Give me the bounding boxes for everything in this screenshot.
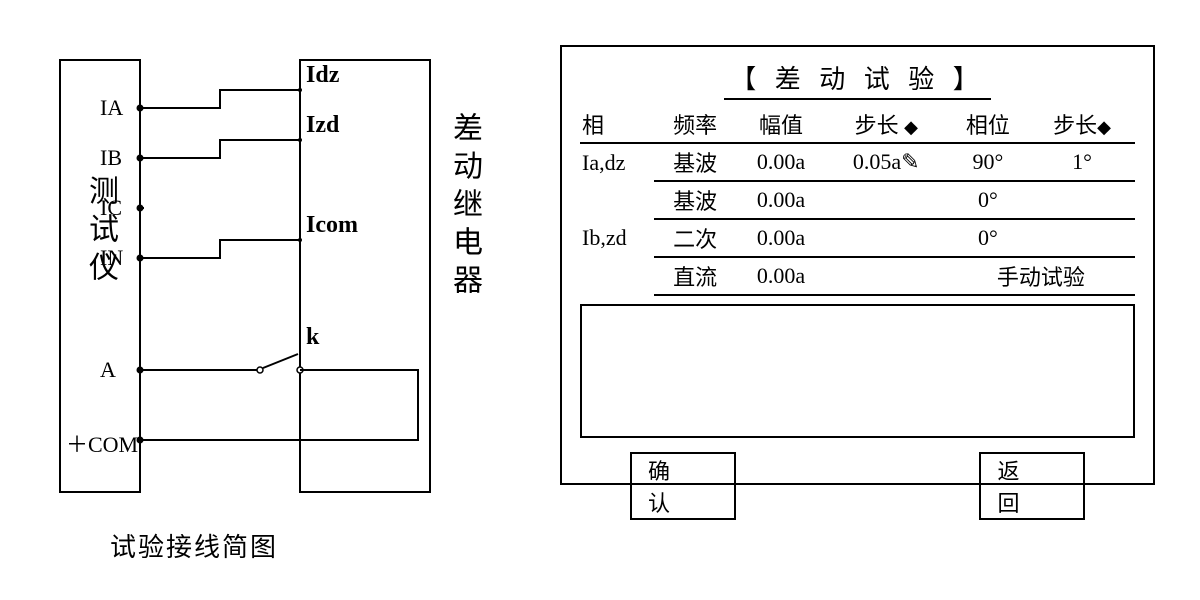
- wire-label-k: k: [306, 324, 319, 351]
- parameter-table: 相频率幅值步长 ◆相位步长◆ Ia,dz基波0.00a0.05a✎90°1°基波…: [580, 106, 1135, 296]
- col-header: 幅值: [736, 106, 826, 143]
- confirm-button[interactable]: 确 认: [630, 452, 736, 520]
- terminal-IA: IA: [100, 95, 123, 121]
- screen-title: 【 差 动 试 验 】: [724, 59, 991, 100]
- col-header: 步长 ◆: [826, 106, 947, 143]
- table-row: Ib,zd二次0.00a0°: [580, 219, 1135, 257]
- terminal-IN: IN: [100, 245, 123, 271]
- wire-label-Icom: Icom: [306, 212, 358, 239]
- log-box: [580, 304, 1135, 438]
- terminal-IC: IC: [100, 195, 122, 221]
- table-row: 直流0.00a手动试验: [580, 257, 1135, 295]
- bell-icon: ✎: [901, 149, 919, 174]
- table-row: 基波0.00a0°: [580, 181, 1135, 219]
- terminal-IB: IB: [100, 145, 122, 171]
- terminal-A: A: [100, 357, 116, 383]
- col-header: 频率: [654, 106, 736, 143]
- col-header: 相位: [947, 106, 1029, 143]
- table-row: Ia,dz基波0.00a0.05a✎90°1°: [580, 143, 1135, 181]
- back-button[interactable]: 返 回: [979, 452, 1085, 520]
- diagram-caption: 试验接线简图: [110, 527, 278, 564]
- lcd-screen: 【 差 动 试 验 】 相频率幅值步长 ◆相位步长◆ Ia,dz基波0.00a0…: [560, 45, 1155, 485]
- col-header: 步长◆: [1029, 106, 1135, 143]
- tester-vertical-label: 测试仪: [78, 175, 122, 289]
- wire-label-Izd: Izd: [306, 112, 339, 139]
- terminal-＋COM: ＋COM: [66, 427, 138, 459]
- relay-vertical-label: 差动继电器: [442, 112, 486, 302]
- col-header: 相: [580, 106, 654, 143]
- wire-label-Idz: Idz: [306, 62, 339, 89]
